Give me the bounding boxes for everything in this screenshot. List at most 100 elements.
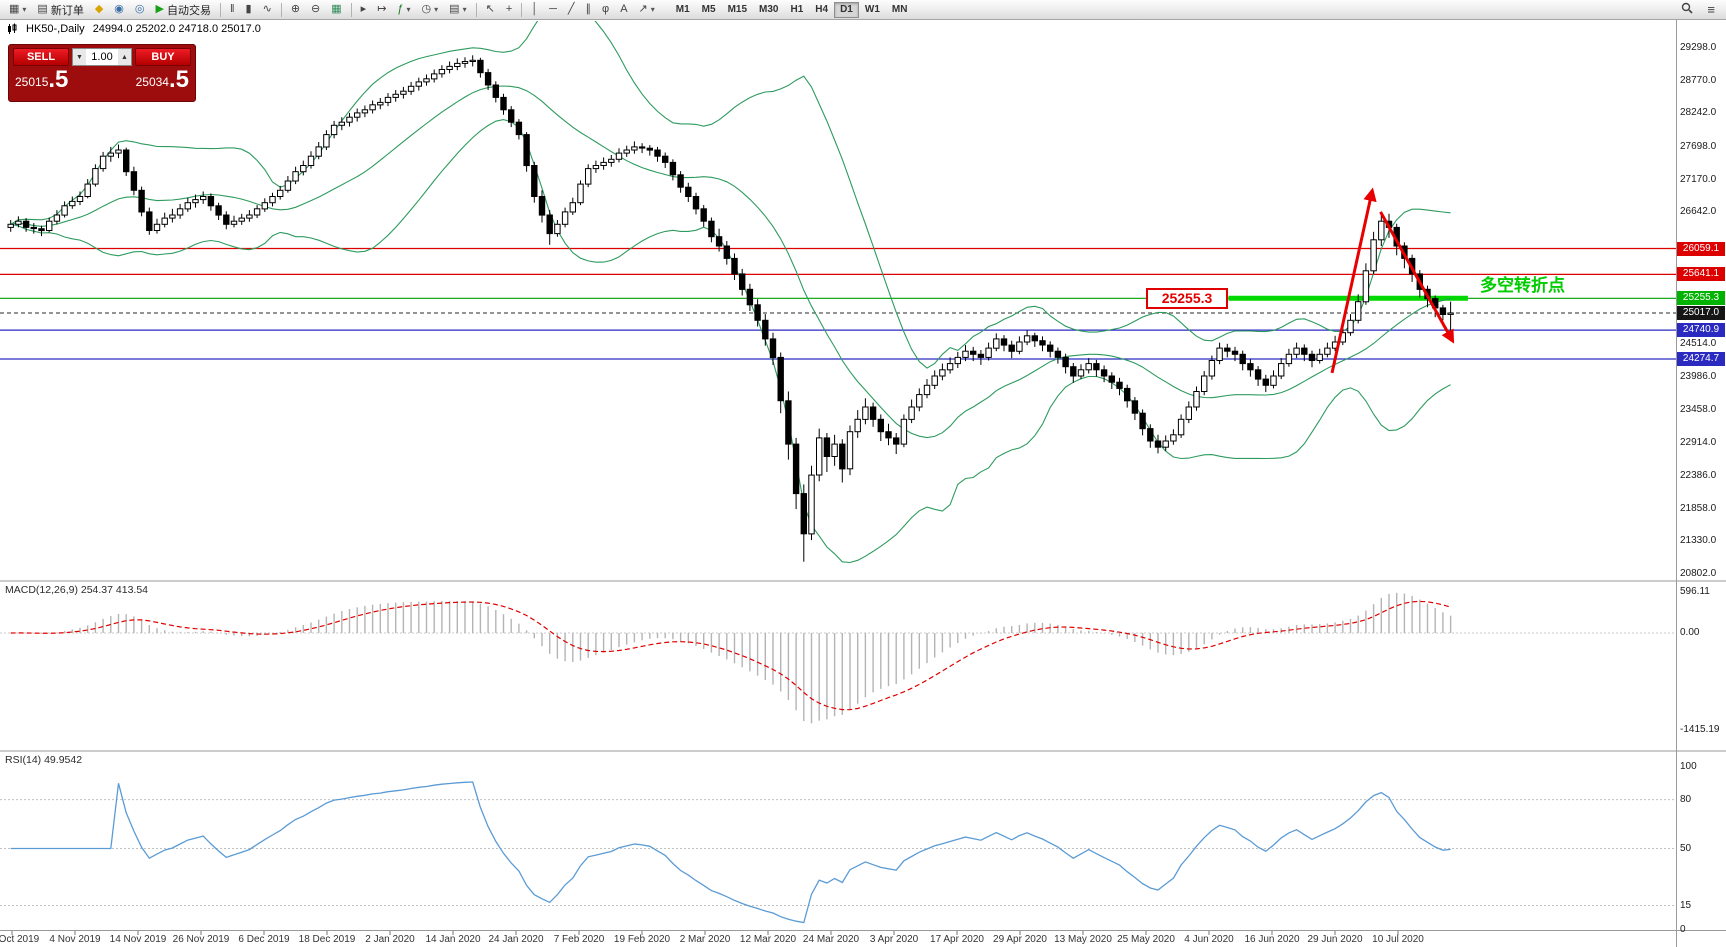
volume-value[interactable]: 1.00 [91,51,113,63]
candle [1177,418,1185,436]
trend-arrow-down[interactable] [1379,211,1455,344]
auto-scroll-button[interactable]: ▸ [356,1,372,18]
buy-price: 25034.5 [136,67,189,93]
quote-prices: 25015.5 25034.5 [13,67,191,93]
menu-button[interactable]: ≡ [1702,1,1720,18]
crosshair-button[interactable]: + [501,1,517,18]
timeframe-m15-button[interactable]: M15 [722,2,753,18]
metaeditor-icon: ◆ [94,3,104,15]
timeframe-m5-button[interactable]: M5 [696,2,722,18]
candle [400,90,407,95]
arrows-tool-button[interactable]: ↗ ▾ [634,1,660,18]
new-order-icon: ▤ [37,3,48,15]
horizontal-line-button[interactable]: ─ [544,1,562,18]
volume-down-button[interactable]: ▼ [73,49,86,65]
autotrading-button[interactable]: ▶ 自动交易 [151,1,216,18]
templates-button[interactable]: ▤ ▾ [444,1,471,18]
market-watch-button[interactable]: ◉ [109,1,129,18]
candle [153,223,161,232]
cursor-button[interactable]: ↖ [481,1,500,18]
chart-shift-button[interactable]: ↦ [372,1,391,18]
channel-button[interactable]: ∥ [581,1,597,18]
candle [669,161,677,176]
candle [138,189,145,213]
trendline-button[interactable]: ╱ [563,1,580,18]
candle [38,228,45,232]
timeframe-d1-button[interactable]: D1 [834,1,859,18]
candle [1270,375,1277,386]
main-plot [0,21,1676,564]
candle [1247,363,1254,371]
search-button[interactable] [1676,1,1698,18]
candle [885,431,892,439]
candle [207,196,215,207]
support-price-label[interactable]: 25255.3 [1146,288,1228,309]
candle [985,347,992,358]
candle [76,196,84,202]
periods-button[interactable]: ◷ ▾ [417,1,444,18]
candle [569,202,576,213]
candle [731,257,738,275]
templates-icon: ▤ [449,3,460,15]
fibonacci-button[interactable]: φ [597,1,614,18]
bar-chart-button[interactable]: ‖ [225,1,240,18]
candle [816,437,823,476]
metaeditor-button[interactable]: ◆ [90,1,108,18]
candle [223,214,230,225]
tile-windows-button[interactable]: ▦ [326,1,346,18]
candle [1216,347,1223,362]
candle [831,443,838,458]
zoom-in-button[interactable]: ⊕ [286,1,305,18]
candle [369,104,376,111]
new-order-button[interactable]: ▤ 新订单 [32,1,88,18]
candle [292,171,299,182]
zoom-out-button[interactable]: ⊖ [306,1,325,18]
candle [1124,387,1131,402]
autotrading-icon: ▶ [155,3,164,15]
candle [53,214,61,222]
volume-up-button[interactable]: ▲ [118,49,131,65]
candle [877,418,884,433]
timeframe-h4-button[interactable]: H4 [809,2,834,18]
turning-point-text[interactable]: 多空转折点 [1480,276,1565,295]
toolbar-items: ▦ ▾ ▤ 新订单 ◆ ◉ ◎ ▶ 自动交易 ‖ ▮ ∿ ⊕ ⊖ ▦ ▸ ↦ ƒ ▾ ◷ ▾ ▤ ▾ ↖ + │ ─ ╱ ∥ φ A ↗ ▾ [4,1,660,18]
chevron-down-icon: ▾ [22,5,27,14]
sell-button[interactable]: SELL [13,48,69,66]
zoom-out-icon: ⊖ [311,3,321,15]
candle [1000,338,1008,346]
candle [215,205,222,216]
candle [477,59,484,74]
candle [1008,344,1015,352]
candle [846,431,854,470]
candle [46,220,53,231]
line-chart-button[interactable]: ∿ [258,1,277,18]
indicators-button[interactable]: ƒ ▾ [392,1,415,18]
candle [608,158,615,163]
text-label-button[interactable]: A [615,1,632,18]
vertical-line-button[interactable]: │ [526,1,543,18]
volume-control: ▼ 1.00 ▲ [72,48,132,66]
fibonacci-icon: φ [602,3,610,15]
buy-price-big: .5 [168,66,189,93]
timeframe-w1-button[interactable]: W1 [859,2,886,18]
new-chart-button[interactable]: ▦ ▾ [4,1,31,18]
timeframe-group: M1 M5 M15 M30 H1 H4 D1 W1 MN [670,1,914,18]
timeframe-m30-button[interactable]: M30 [753,2,784,18]
buy-button[interactable]: BUY [135,48,191,66]
candlestick-chart-button[interactable]: ▮ [241,1,257,18]
candle [361,109,369,114]
candle [115,149,122,154]
candle [431,73,438,80]
timeframe-m1-button[interactable]: M1 [670,2,696,18]
timeframe-h1-button[interactable]: H1 [784,2,809,18]
candle [662,155,669,163]
candle [1154,440,1162,448]
candle [592,165,600,170]
candle [862,406,869,420]
timeframe-mn-button[interactable]: MN [886,2,914,18]
strategy-tester-button[interactable]: ◎ [130,1,150,18]
trend-arrow-up[interactable] [1330,187,1377,374]
candle [500,96,507,111]
candle [577,183,584,204]
chevron-down-icon: ▾ [406,5,411,14]
